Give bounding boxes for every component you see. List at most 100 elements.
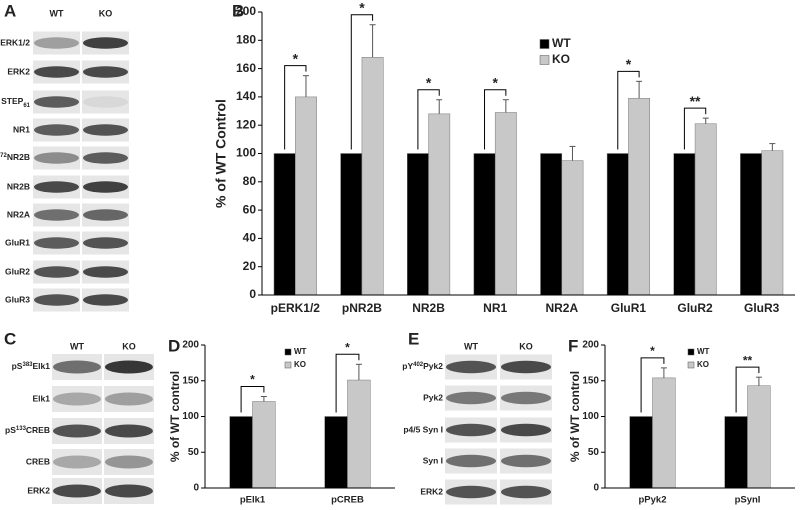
blot-band: [83, 266, 128, 278]
y-tick-label: 50: [588, 447, 600, 458]
significance-bracket: [484, 89, 507, 150]
label-sup: 1472: [0, 153, 7, 159]
y-tick-label: 80: [243, 174, 257, 188]
blot-label: Elk1: [33, 393, 51, 403]
panel-label: D: [168, 336, 180, 355]
label-sup: 133: [16, 426, 27, 432]
blot-band: [83, 209, 128, 221]
blot-band: [83, 181, 128, 193]
blot-label: pS383Elk1: [12, 361, 51, 371]
blot-band: [501, 485, 551, 499]
bar: [747, 385, 771, 489]
blot-label: ERK2: [27, 485, 50, 495]
legend-label: WT: [294, 347, 307, 356]
blot-band: [53, 484, 101, 498]
legend-swatch: [539, 55, 550, 65]
panel-label: C: [4, 329, 16, 348]
significance-bracket: [683, 107, 707, 150]
significance-mark: **: [690, 93, 701, 109]
x-tick-label: pPyk2: [639, 495, 667, 506]
x-tick-label: pERK1/2: [271, 301, 321, 315]
blot-label: Syn I: [423, 455, 443, 465]
blot-label: ERK2: [420, 486, 443, 496]
lane-header: KO: [519, 341, 533, 351]
y-tick-label: 180: [236, 32, 256, 46]
blot-label: NR2B: [7, 181, 30, 191]
blot-band: [446, 454, 496, 468]
y-tick-label: 20: [243, 259, 257, 273]
blot-band: [446, 360, 496, 374]
blot-band: [83, 66, 128, 78]
label-sub: 61: [23, 103, 30, 109]
panel-label: E: [408, 329, 419, 348]
blot-band: [105, 455, 153, 469]
blot-band: [34, 37, 79, 49]
blot-label: GluR1: [5, 237, 30, 247]
x-tick-label: NR2B: [412, 301, 445, 315]
blot-label: pS133CREB: [5, 425, 50, 435]
blot-band: [105, 484, 153, 498]
bar: [361, 57, 384, 296]
blot-band: [53, 392, 101, 406]
x-tick-label: pNR2B: [342, 301, 382, 315]
y-tick-label: 200: [182, 340, 199, 351]
blot-label: ERK2: [7, 66, 30, 76]
label-part: STEP: [1, 96, 24, 106]
bar: [673, 153, 696, 296]
blot-band: [53, 360, 101, 374]
y-tick-label: 0: [249, 287, 256, 301]
blot-label: CREB: [26, 456, 50, 466]
y-tick-label: 200: [236, 4, 256, 18]
blot-label: pY402Pyk2: [402, 361, 443, 371]
blot-band: [83, 124, 128, 136]
y-tick-label: 40: [243, 231, 257, 245]
label-part: Pyk2: [423, 361, 443, 371]
x-tick-label: GluR2: [677, 301, 713, 315]
bar: [740, 153, 762, 296]
label-part: pY: [402, 361, 413, 371]
x-tick-label: pElk1: [240, 495, 266, 506]
blot-band: [105, 392, 153, 406]
x-tick-label: pSynI: [735, 495, 761, 506]
y-axis-title: % of WT control: [568, 371, 582, 462]
significance-bracket: [735, 366, 760, 413]
legend-swatch: [687, 348, 695, 356]
blot-band: [34, 209, 79, 221]
blot-label: NR1: [13, 124, 30, 134]
blot-band: [34, 124, 79, 136]
significance-mark: *: [359, 0, 365, 15]
blot-band: [83, 294, 128, 306]
blot-band: [83, 96, 128, 108]
y-tick-label: 150: [182, 375, 199, 386]
significance-mark: *: [492, 74, 498, 90]
bar: [494, 112, 517, 296]
y-tick-label: 160: [236, 61, 256, 75]
legend-label: KO: [552, 52, 570, 66]
y-tick-label: 0: [593, 483, 599, 494]
bar: [406, 153, 429, 296]
bar: [652, 377, 676, 489]
y-axis-title: % of WT control: [168, 371, 182, 462]
y-tick-label: 0: [193, 483, 199, 494]
label-part: NR2B: [7, 152, 30, 162]
x-tick-label: GluR3: [744, 301, 780, 315]
bar: [428, 113, 451, 296]
x-tick-label: GluR1: [611, 301, 647, 315]
blot-label: NR2A: [7, 209, 30, 219]
bar: [629, 416, 653, 489]
blot-band: [53, 424, 101, 438]
label-sup: 383: [22, 362, 33, 368]
blot-band: [53, 455, 101, 469]
significance-bracket: [417, 89, 440, 150]
significance-bracket: [284, 65, 307, 150]
bar: [606, 153, 629, 296]
label-part: Elk1: [33, 361, 51, 371]
blot-band: [446, 423, 496, 437]
bar: [252, 401, 276, 489]
y-tick-label: 140: [236, 89, 256, 103]
blot-band: [34, 181, 79, 193]
blot-label: Pyk2: [423, 392, 443, 402]
legend-swatch: [539, 39, 550, 49]
y-tick-label: 100: [236, 146, 256, 160]
blot-label: p4/5 Syn I: [403, 424, 443, 434]
